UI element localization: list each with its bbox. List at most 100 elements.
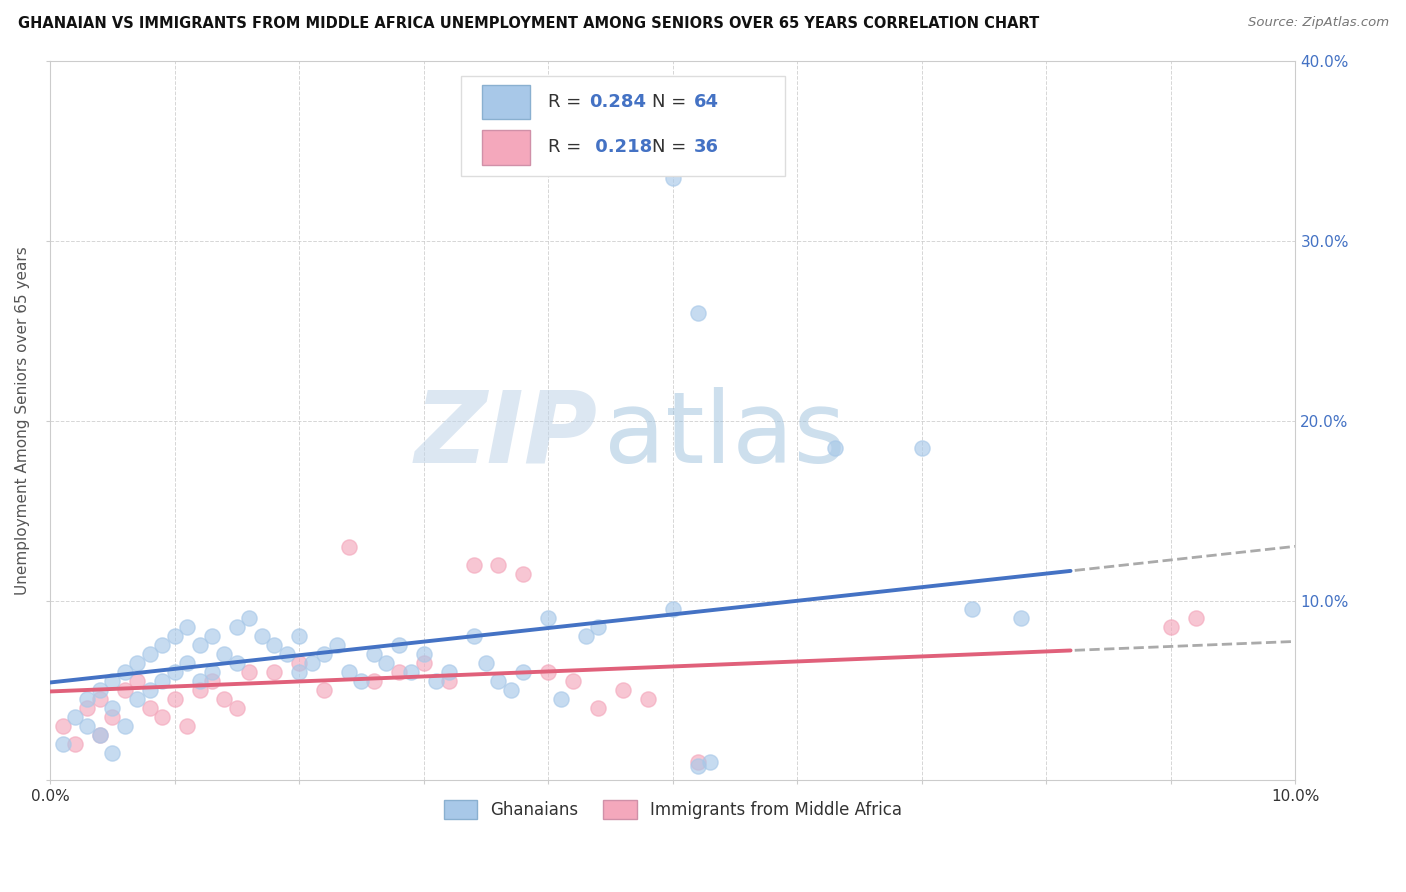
Point bbox=[139, 683, 162, 698]
Point bbox=[699, 756, 721, 770]
Point bbox=[226, 620, 249, 634]
Text: 0.218: 0.218 bbox=[589, 138, 652, 156]
Point bbox=[911, 441, 934, 455]
Point bbox=[288, 665, 311, 680]
Point bbox=[1185, 611, 1208, 625]
Point bbox=[263, 665, 285, 680]
Point bbox=[314, 648, 336, 662]
Point bbox=[214, 648, 236, 662]
Point bbox=[662, 171, 685, 186]
Text: 64: 64 bbox=[695, 93, 718, 112]
Text: GHANAIAN VS IMMIGRANTS FROM MIDDLE AFRICA UNEMPLOYMENT AMONG SENIORS OVER 65 YEA: GHANAIAN VS IMMIGRANTS FROM MIDDLE AFRIC… bbox=[18, 16, 1039, 31]
Point bbox=[114, 719, 136, 733]
Point bbox=[89, 683, 111, 698]
Point bbox=[463, 558, 485, 572]
Point bbox=[337, 665, 360, 680]
Point bbox=[686, 759, 709, 773]
Text: 0.284: 0.284 bbox=[589, 93, 647, 112]
Point bbox=[586, 620, 609, 634]
Point bbox=[89, 728, 111, 742]
Point bbox=[188, 639, 211, 653]
Point bbox=[127, 692, 149, 706]
Point bbox=[76, 692, 98, 706]
Point bbox=[512, 566, 534, 581]
Point bbox=[250, 630, 273, 644]
Point bbox=[388, 639, 411, 653]
Point bbox=[537, 611, 560, 625]
Point bbox=[350, 674, 373, 689]
Point bbox=[363, 648, 385, 662]
Point bbox=[201, 674, 224, 689]
Point bbox=[150, 674, 173, 689]
Point bbox=[412, 657, 434, 671]
Point bbox=[612, 683, 634, 698]
Point bbox=[101, 710, 124, 724]
Point bbox=[375, 657, 398, 671]
Point bbox=[537, 665, 560, 680]
Legend: Ghanaians, Immigrants from Middle Africa: Ghanaians, Immigrants from Middle Africa bbox=[437, 793, 908, 826]
Point bbox=[52, 737, 75, 751]
Point bbox=[686, 306, 709, 320]
Point bbox=[437, 674, 460, 689]
FancyBboxPatch shape bbox=[482, 85, 530, 120]
Point bbox=[226, 701, 249, 715]
FancyBboxPatch shape bbox=[482, 130, 530, 165]
Point bbox=[388, 665, 411, 680]
Point bbox=[499, 683, 522, 698]
Point bbox=[188, 674, 211, 689]
Point bbox=[163, 692, 186, 706]
Point bbox=[89, 692, 111, 706]
Point bbox=[238, 611, 260, 625]
Point bbox=[488, 558, 510, 572]
Point bbox=[52, 719, 75, 733]
Point bbox=[288, 630, 311, 644]
Point bbox=[488, 674, 510, 689]
Point bbox=[101, 747, 124, 761]
Point bbox=[150, 710, 173, 724]
Point bbox=[114, 665, 136, 680]
Point bbox=[637, 692, 659, 706]
Point bbox=[176, 620, 198, 634]
Point bbox=[437, 665, 460, 680]
Point bbox=[412, 648, 434, 662]
Point bbox=[127, 674, 149, 689]
Point bbox=[76, 701, 98, 715]
Point bbox=[139, 701, 162, 715]
Point bbox=[586, 701, 609, 715]
Point bbox=[176, 657, 198, 671]
Point bbox=[163, 665, 186, 680]
Text: atlas: atlas bbox=[605, 386, 846, 483]
Point bbox=[463, 630, 485, 644]
Point bbox=[512, 665, 534, 680]
Text: R =: R = bbox=[548, 138, 588, 156]
Point bbox=[301, 657, 323, 671]
Point bbox=[188, 683, 211, 698]
Text: N =: N = bbox=[651, 138, 692, 156]
Point bbox=[662, 602, 685, 616]
Point bbox=[562, 674, 585, 689]
Point bbox=[201, 630, 224, 644]
Text: N =: N = bbox=[651, 93, 692, 112]
Point bbox=[226, 657, 249, 671]
Point bbox=[89, 728, 111, 742]
Text: 36: 36 bbox=[695, 138, 718, 156]
FancyBboxPatch shape bbox=[461, 76, 785, 177]
Text: Source: ZipAtlas.com: Source: ZipAtlas.com bbox=[1249, 16, 1389, 29]
Point bbox=[575, 630, 598, 644]
Point bbox=[214, 692, 236, 706]
Point bbox=[263, 639, 285, 653]
Point bbox=[76, 719, 98, 733]
Text: R =: R = bbox=[548, 93, 588, 112]
Point bbox=[176, 719, 198, 733]
Point bbox=[550, 692, 572, 706]
Point bbox=[337, 540, 360, 554]
Point bbox=[288, 657, 311, 671]
Point bbox=[127, 657, 149, 671]
Point bbox=[63, 710, 86, 724]
Text: ZIP: ZIP bbox=[415, 386, 598, 483]
Point bbox=[425, 674, 447, 689]
Point bbox=[139, 648, 162, 662]
Point bbox=[276, 648, 298, 662]
Point bbox=[101, 674, 124, 689]
Point bbox=[824, 441, 846, 455]
